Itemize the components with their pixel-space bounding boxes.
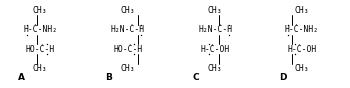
Text: A: A xyxy=(18,73,24,82)
Text: H-Ċ-NH₂: H-Ċ-NH₂ xyxy=(285,25,319,34)
Text: CH₃: CH₃ xyxy=(33,64,48,73)
Text: CH₃: CH₃ xyxy=(120,64,135,73)
Text: HO-Ċ-H: HO-Ċ-H xyxy=(113,45,142,54)
Text: C: C xyxy=(193,73,199,82)
Text: H₂N-Ċ-H: H₂N-Ċ-H xyxy=(111,25,145,34)
Text: H₂N-Ċ-H: H₂N-Ċ-H xyxy=(198,25,232,34)
Text: H-Ċ-NH₂: H-Ċ-NH₂ xyxy=(23,25,57,34)
Text: H-Ċ-OH: H-Ċ-OH xyxy=(287,45,316,54)
Text: CH₃: CH₃ xyxy=(120,6,135,15)
Text: CH₃: CH₃ xyxy=(208,64,223,73)
Text: H-Ċ-OH: H-Ċ-OH xyxy=(201,45,230,54)
Text: CH₃: CH₃ xyxy=(33,6,48,15)
Text: D: D xyxy=(279,73,286,82)
Text: B: B xyxy=(105,73,112,82)
Text: HO-Ċ-H: HO-Ċ-H xyxy=(26,45,55,54)
Text: CH₃: CH₃ xyxy=(294,6,309,15)
Text: CH₃: CH₃ xyxy=(294,64,309,73)
Text: CH₃: CH₃ xyxy=(208,6,223,15)
